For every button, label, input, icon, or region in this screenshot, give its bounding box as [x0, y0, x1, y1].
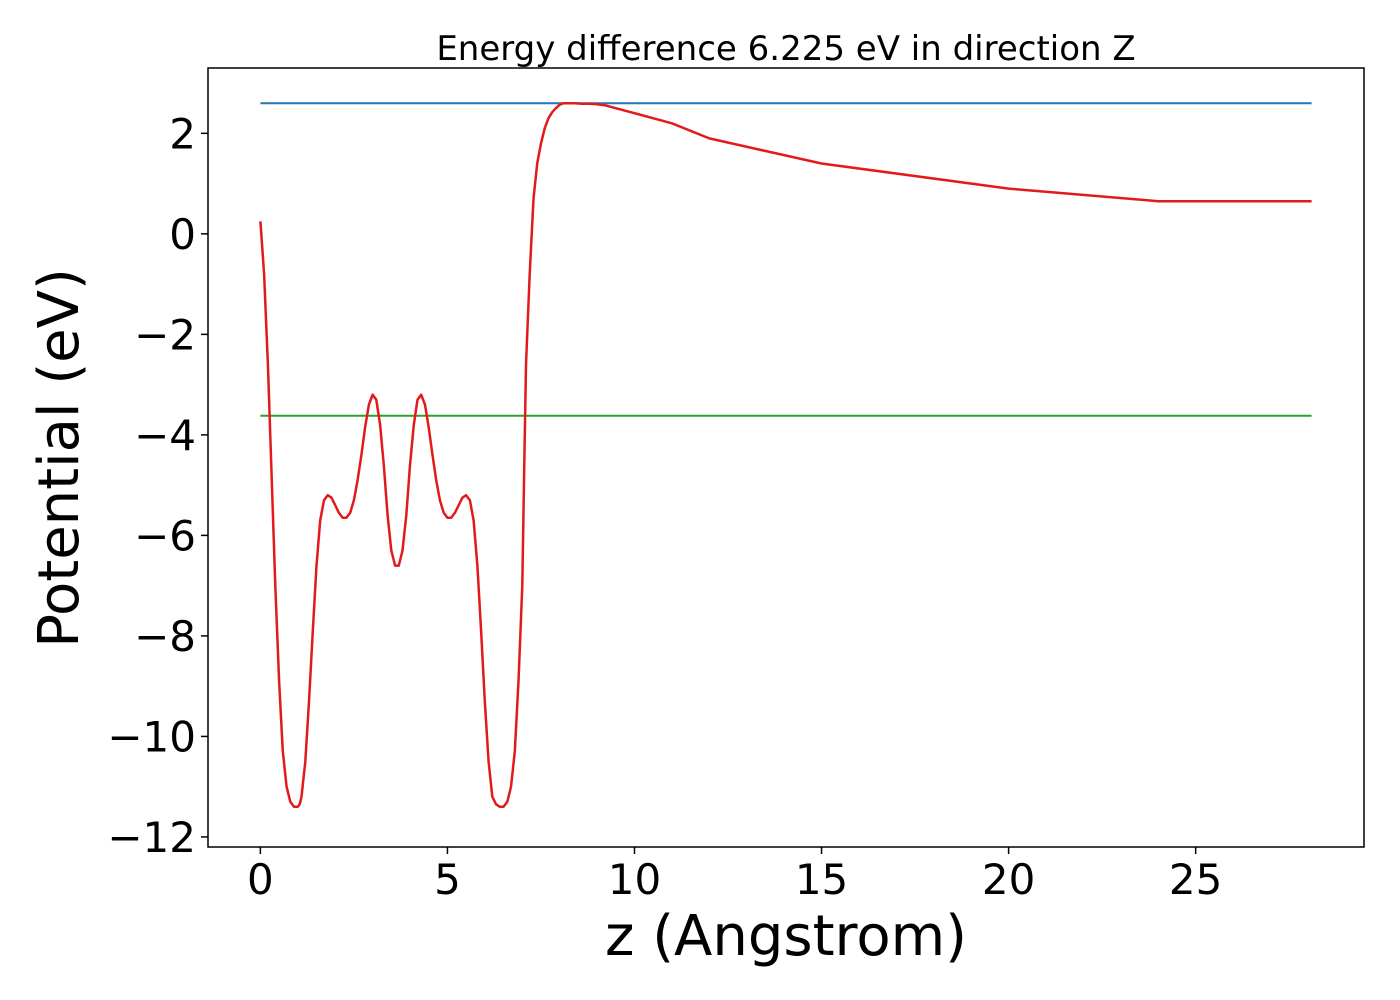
series-layer — [259, 101, 1312, 809]
y-axis: 2 0 −2 −4 −6 −8 −10 −12 — [107, 109, 208, 862]
y-tick-label: −4 — [134, 411, 196, 460]
y-tick-label: −12 — [107, 813, 196, 862]
y-axis-label: Potential (eV) — [27, 268, 92, 648]
y-tick-label: 0 — [169, 210, 196, 259]
y-tick-label: −8 — [134, 612, 196, 661]
y-tick-label: 2 — [169, 109, 196, 158]
x-axis-label: z (Angstrom) — [605, 904, 967, 969]
x-tick-label: 20 — [982, 855, 1035, 904]
y-tick-label: −6 — [134, 511, 196, 560]
x-tick-label: 10 — [608, 855, 661, 904]
series-line-2 — [259, 101, 1312, 809]
x-tick-label: 15 — [795, 855, 848, 904]
x-tick-label: 0 — [247, 855, 274, 904]
y-tick-label: −10 — [107, 712, 196, 761]
x-tick-label: 5 — [434, 855, 461, 904]
x-tick-label: 25 — [1169, 855, 1222, 904]
y-tick-label: −2 — [134, 310, 196, 359]
plot-frame — [207, 67, 1365, 848]
chart-title: Energy difference 6.225 eV in direction … — [436, 29, 1135, 69]
x-axis: 0 5 10 15 20 25 — [247, 847, 1222, 904]
